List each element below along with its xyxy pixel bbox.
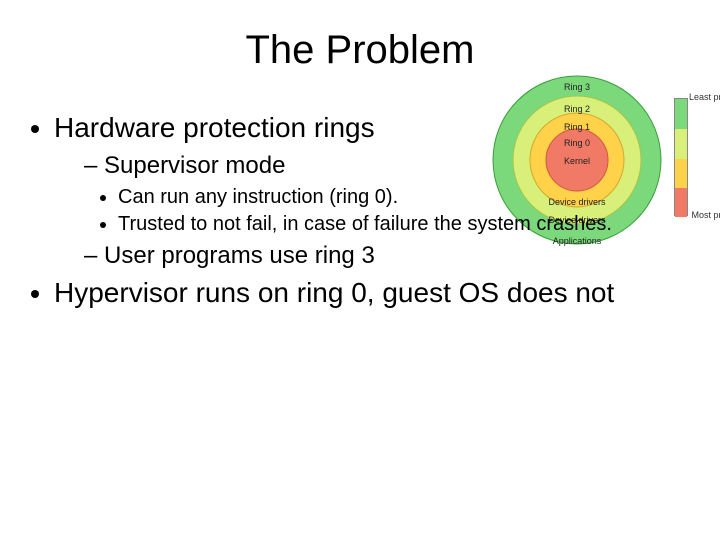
bullet-l3-ring0: Can run any instruction (ring 0). bbox=[118, 185, 700, 210]
bullet-text: Trusted to not fail, in case of failure … bbox=[118, 213, 612, 235]
bullet-text: Supervisor mode bbox=[104, 152, 285, 179]
ring-label: Ring 3 bbox=[564, 82, 590, 92]
bullet-text: User programs use ring 3 bbox=[104, 242, 375, 269]
slide: The Problem Least privileged Most privil… bbox=[0, 0, 720, 540]
least-privileged-label: Least privileged bbox=[689, 92, 720, 102]
bullet-l3-trusted: Trusted to not fail, in case of failure … bbox=[118, 212, 700, 237]
bullet-l2-supervisor: Supervisor mode Can run any instruction … bbox=[84, 151, 700, 237]
bullet-text: Hypervisor runs on ring 0, guest OS does… bbox=[54, 277, 614, 308]
bullet-list-l3: Can run any instruction (ring 0). Truste… bbox=[84, 185, 700, 237]
bullet-l1-hardware: Hardware protection rings Supervisor mod… bbox=[54, 110, 700, 271]
bullet-list-l2: Supervisor mode Can run any instruction … bbox=[54, 151, 700, 271]
bullet-text: Hardware protection rings bbox=[54, 112, 375, 143]
slide-body: Hardware protection rings Supervisor mod… bbox=[20, 110, 700, 314]
bullet-l2-userprogs: User programs use ring 3 bbox=[84, 241, 700, 271]
bullet-list-l1: Hardware protection rings Supervisor mod… bbox=[20, 110, 700, 310]
slide-title: The Problem bbox=[0, 0, 720, 73]
bullet-text: Can run any instruction (ring 0). bbox=[118, 186, 398, 208]
bullet-l1-hypervisor: Hypervisor runs on ring 0, guest OS does… bbox=[54, 275, 700, 310]
